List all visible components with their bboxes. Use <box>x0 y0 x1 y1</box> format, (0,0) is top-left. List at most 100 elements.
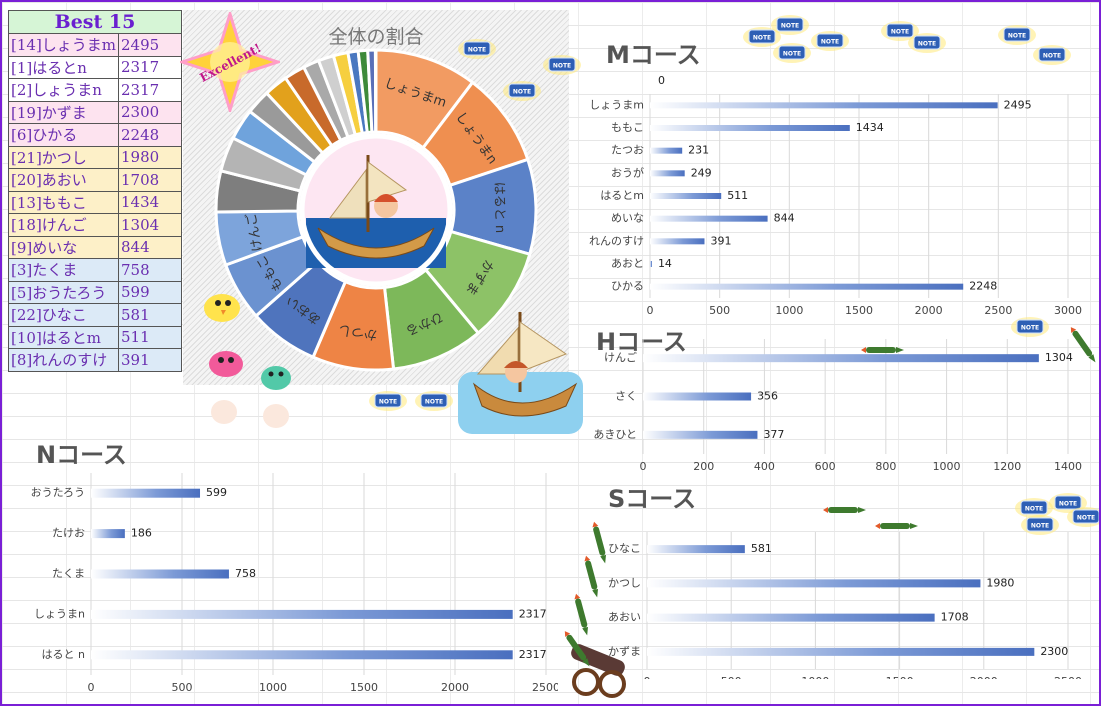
best15-name: [8]れんのすけ <box>7 348 120 372</box>
bar <box>650 261 652 267</box>
bar-value-label: 2317 <box>519 648 547 661</box>
x-tick-label: 600 <box>815 460 836 473</box>
m-course-chart: 0 500 1000 1500 2000 2500 3000 しょうまm 2495 ももこ 1434… <box>570 62 1090 324</box>
n-course-title: Nコース <box>36 441 127 469</box>
bar-value-label: 1708 <box>941 611 969 624</box>
h-chart-svg: 0 200 400 600 800 1000 1200 1400 けんご 1304 さく 356 あきひ… <box>593 339 1082 473</box>
x-tick-label: 2000 <box>915 304 943 317</box>
bar <box>91 569 229 579</box>
category-label: れんのすけ <box>589 234 644 247</box>
rocket-icon <box>823 507 866 513</box>
x-tick-label: 1000 <box>259 681 287 694</box>
category-label: たけお <box>52 527 85 540</box>
bar <box>647 613 935 622</box>
note-sticker-icon: NOTE <box>369 391 407 411</box>
bar-value-label: 2248 <box>969 280 997 293</box>
bar <box>647 647 1035 656</box>
h-course-chart: 0 200 400 600 800 1000 1200 1400 けんご 1304 さく 356 あきひ… <box>570 339 1090 474</box>
bar-value-label: 391 <box>710 234 731 247</box>
donut-slice-label: はると n <box>491 182 507 234</box>
bar <box>650 283 964 290</box>
note-label: NOTE <box>891 29 909 36</box>
note-sticker-icon: NOTE <box>1011 317 1049 337</box>
x-tick-label: 2500 <box>984 304 1012 317</box>
x-tick-label: 400 <box>754 460 775 473</box>
best15-score: 844 <box>118 235 182 259</box>
note-label: NOTE <box>513 89 531 96</box>
bird-icon <box>204 294 240 322</box>
best15-row: [1]はるとn 2317 <box>7 55 182 79</box>
best15-row: [5]おうたろう 599 <box>7 280 182 304</box>
x-tick-label: 1400 <box>1054 460 1082 473</box>
best15-name: [3]たくま <box>7 258 120 282</box>
rocket-icon <box>861 347 904 353</box>
note-label: NOTE <box>781 23 799 30</box>
bar <box>91 650 513 660</box>
x-tick-label: 2000 <box>970 675 998 679</box>
rocket-icon <box>584 555 599 598</box>
category-label: かずま <box>608 645 641 658</box>
best15-score: 511 <box>118 325 182 349</box>
best15-name: [9]めいな <box>7 235 120 259</box>
bar-value-label: 599 <box>206 486 227 499</box>
n-course-chart: 0 500 1000 1500 2000 2500 おうたろう 599 たけお 186 たくま 758… <box>8 467 558 697</box>
category-label: さく <box>615 390 637 403</box>
category-label: めいな <box>611 212 644 225</box>
note-label: NOTE <box>821 39 839 46</box>
note-label: NOTE <box>468 47 486 54</box>
bar <box>91 529 125 539</box>
best15-name: [20]あおい <box>7 168 120 192</box>
bar <box>643 354 1039 363</box>
best15-table: Best 15 [14]しょうまm 2495 [1]はるとn 2317 [2]しょうまn… <box>7 10 182 372</box>
bar-value-label: 758 <box>235 567 256 580</box>
best15-row: [13]ももこ 1434 <box>7 190 182 214</box>
s-course-title: Sコース <box>608 485 697 513</box>
x-tick-label: 800 <box>875 460 896 473</box>
category-label: しょうまn <box>34 607 85 620</box>
bar-value-label: 1304 <box>1045 351 1073 364</box>
best15-row: [6]ひかる 2248 <box>7 123 182 147</box>
note-label: NOTE <box>918 41 936 48</box>
best15-name: [5]おうたろう <box>7 280 120 304</box>
note-label: NOTE <box>1031 523 1049 530</box>
category-label: おうが <box>611 165 644 179</box>
best15-score: 2495 <box>118 33 182 57</box>
bar <box>647 579 981 588</box>
cannon-illustration <box>571 644 626 698</box>
bar-value-label: 844 <box>774 212 795 225</box>
best15-score: 2317 <box>118 78 182 102</box>
best15-row: [3]たくま 758 <box>7 258 182 282</box>
s-course-chart: 0 500 1000 1500 2000 2500 ひなこ 581 かつし 1980 あおい 1708… <box>570 527 1090 679</box>
x-tick-label: 0 <box>647 304 654 317</box>
n-chart-svg: 0 500 1000 1500 2000 2500 おうたろう 599 たけお 186 たくま 758… <box>31 473 558 694</box>
best15-name: [19]かずま <box>7 100 120 124</box>
bird-icon <box>209 351 243 377</box>
bar-value-label: 1434 <box>856 121 884 134</box>
best15-score: 1980 <box>118 145 182 169</box>
x-tick-label: 500 <box>721 675 742 679</box>
m-chart-svg: 0 500 1000 1500 2000 2500 3000 しょうまm 2495 ももこ 1434… <box>589 74 1082 317</box>
best15-row: [14]しょうまm 2495 <box>7 33 182 57</box>
note-label: NOTE <box>1008 33 1026 40</box>
x-tick-label: 2500 <box>532 681 558 694</box>
bar-value-label: 511 <box>727 189 748 202</box>
category-label: たつお <box>611 144 644 157</box>
x-tick-label: 1500 <box>350 681 378 694</box>
bar <box>650 215 768 222</box>
note-label: NOTE <box>1043 53 1061 60</box>
note-label: NOTE <box>425 399 443 406</box>
best15-row: [8]れんのすけ 391 <box>7 348 182 372</box>
note-label: NOTE <box>379 399 397 406</box>
note-sticker-icon: NOTE <box>881 21 919 41</box>
donut-chart-panel: 全体の割合 しょうまm しょうまn はると n かずま ひかる かつし あおい ももこ けんご <box>183 10 569 385</box>
s-chart-svg: 0 500 1000 1500 2000 2500 ひなこ 581 かつし 1980 あおい 1708… <box>608 532 1082 679</box>
bar-value-label: 231 <box>688 144 709 157</box>
m-course-title: Mコース <box>606 41 701 69</box>
best15-score: 1304 <box>118 213 182 237</box>
best15-score: 758 <box>118 258 182 282</box>
category-label: あおと <box>611 257 644 270</box>
rocket-icon <box>564 631 590 667</box>
best15-name: [1]はるとn <box>7 55 120 79</box>
category-label: ももこ <box>611 121 644 134</box>
